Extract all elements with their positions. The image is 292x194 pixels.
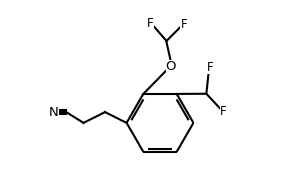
Text: N: N [49, 106, 59, 119]
Text: F: F [207, 61, 214, 74]
Text: F: F [147, 17, 154, 30]
Text: F: F [180, 18, 187, 31]
Text: O: O [166, 60, 176, 73]
Text: F: F [220, 105, 227, 118]
